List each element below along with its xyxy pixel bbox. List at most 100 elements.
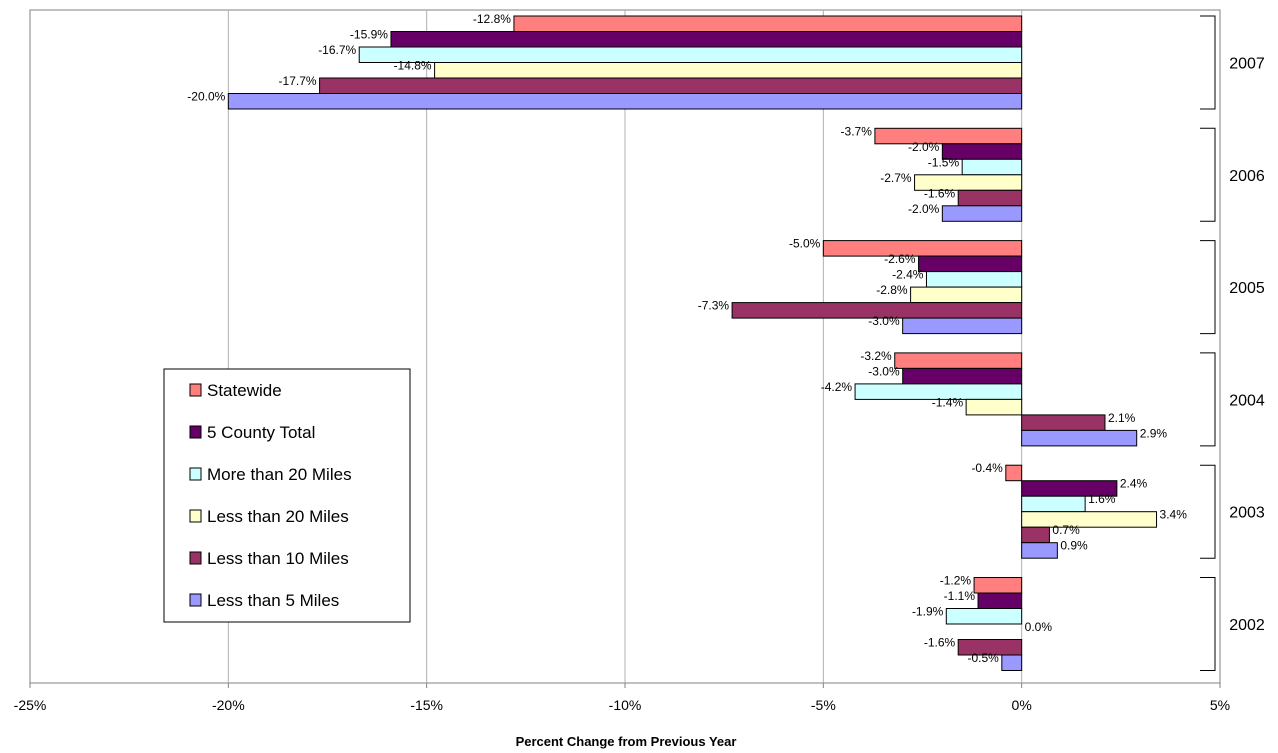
bar bbox=[1021, 526, 1050, 544]
data-label: -3.2% bbox=[860, 349, 892, 363]
bar bbox=[822, 240, 1023, 257]
category-labels: 2007 2006 2005 2004 2003 2002 bbox=[1229, 56, 1265, 635]
data-label: -1.6% bbox=[924, 636, 956, 650]
data-label: -2.0% bbox=[908, 202, 940, 216]
data-label: -3.7% bbox=[841, 124, 873, 138]
bar bbox=[1021, 414, 1106, 431]
data-label: -0.4% bbox=[971, 461, 1003, 475]
data-label: -1.1% bbox=[944, 589, 976, 603]
bar bbox=[902, 317, 1023, 335]
bar bbox=[434, 62, 1023, 79]
legend-swatch bbox=[189, 425, 202, 439]
x-axis-ticks: -25% -20% -15% -10% -5% 0% 5% bbox=[14, 697, 1230, 713]
bar bbox=[941, 205, 1023, 222]
data-label: -1.5% bbox=[928, 155, 960, 169]
bar bbox=[390, 31, 1023, 48]
data-label: -1.4% bbox=[932, 395, 964, 409]
category-brackets bbox=[1200, 15, 1216, 671]
bar bbox=[227, 93, 1023, 110]
data-label: -2.0% bbox=[908, 140, 940, 154]
data-label: 2.9% bbox=[1140, 426, 1168, 440]
category-label: 2005 bbox=[1229, 280, 1265, 297]
bar bbox=[973, 577, 1023, 594]
category-label: 2007 bbox=[1229, 56, 1265, 73]
bar bbox=[902, 367, 1023, 385]
bar bbox=[957, 189, 1023, 207]
category-bracket bbox=[1200, 577, 1216, 671]
bar bbox=[1021, 429, 1138, 447]
bar bbox=[925, 271, 1023, 288]
x-tick-label: -5% bbox=[811, 697, 836, 713]
data-label: 0.7% bbox=[1052, 523, 1080, 537]
data-label: -1.9% bbox=[912, 605, 944, 619]
x-tick-label: -25% bbox=[14, 697, 47, 713]
legend-swatch bbox=[189, 551, 202, 565]
bar bbox=[1021, 495, 1086, 513]
bar bbox=[977, 592, 1023, 609]
bar bbox=[1021, 542, 1058, 559]
data-label: -3.0% bbox=[868, 364, 900, 378]
data-label: -2.4% bbox=[892, 268, 924, 282]
legend-label: Less than 20 Miles bbox=[207, 507, 349, 526]
data-label: 3.4% bbox=[1160, 508, 1188, 522]
data-label: -3.0% bbox=[868, 314, 900, 328]
data-label: -17.7% bbox=[279, 74, 317, 88]
data-label: -0.5% bbox=[967, 651, 999, 665]
x-tick-label: 5% bbox=[1210, 697, 1230, 713]
bar bbox=[731, 302, 1023, 319]
legend-swatch bbox=[189, 509, 202, 523]
legend-label: Less than 5 Miles bbox=[207, 591, 339, 610]
legend: Statewide 5 County Total More than 20 Mile… bbox=[163, 368, 411, 623]
x-tick-label: -20% bbox=[212, 697, 245, 713]
data-label: -1.6% bbox=[924, 186, 956, 200]
legend-swatch bbox=[189, 383, 202, 397]
bar bbox=[961, 158, 1023, 176]
legend-box bbox=[163, 368, 411, 623]
data-label: -20.0% bbox=[187, 90, 225, 104]
category-label: 2003 bbox=[1229, 505, 1265, 522]
data-label: 2.1% bbox=[1108, 411, 1136, 425]
x-tick-label: -10% bbox=[609, 697, 642, 713]
legend-label: Less than 10 Miles bbox=[207, 549, 349, 568]
data-label: -12.8% bbox=[473, 12, 511, 26]
data-label: 2.4% bbox=[1120, 477, 1148, 491]
data-label: -14.8% bbox=[394, 59, 432, 73]
bar bbox=[1005, 464, 1023, 482]
category-label: 2006 bbox=[1229, 168, 1265, 185]
bar bbox=[1001, 654, 1023, 671]
data-label: -16.7% bbox=[318, 43, 356, 57]
category-bracket bbox=[1200, 127, 1216, 222]
legend-swatch bbox=[189, 467, 202, 481]
data-label: -1.2% bbox=[940, 574, 972, 588]
bar bbox=[874, 127, 1023, 145]
data-label: -2.8% bbox=[876, 283, 908, 297]
bar bbox=[894, 352, 1023, 369]
bar bbox=[854, 383, 1023, 400]
data-label: -2.7% bbox=[880, 171, 912, 185]
category-bracket bbox=[1200, 240, 1216, 335]
bar-series bbox=[227, 15, 1158, 671]
bar bbox=[319, 77, 1023, 94]
category-bracket bbox=[1200, 352, 1216, 447]
bar bbox=[957, 639, 1023, 656]
legend-label: 5 County Total bbox=[207, 423, 315, 442]
bar bbox=[965, 398, 1023, 416]
data-label: 0.0% bbox=[1025, 620, 1053, 634]
bar bbox=[358, 46, 1023, 63]
bar bbox=[918, 255, 1023, 273]
x-axis-title: Percent Change from Previous Year bbox=[516, 734, 737, 749]
category-label: 2004 bbox=[1229, 392, 1265, 409]
data-label: -2.6% bbox=[884, 252, 916, 266]
data-label: -7.3% bbox=[698, 299, 730, 313]
data-label: -15.9% bbox=[350, 28, 388, 42]
legend-label: More than 20 Miles bbox=[207, 465, 352, 484]
category-label: 2002 bbox=[1229, 617, 1265, 634]
bar bbox=[513, 15, 1023, 32]
data-label: -4.2% bbox=[821, 380, 853, 394]
bar bbox=[910, 286, 1023, 304]
legend-swatch bbox=[189, 593, 202, 607]
legend-label: Statewide bbox=[207, 381, 282, 400]
bar bbox=[945, 608, 1023, 625]
bar bbox=[1021, 511, 1158, 528]
